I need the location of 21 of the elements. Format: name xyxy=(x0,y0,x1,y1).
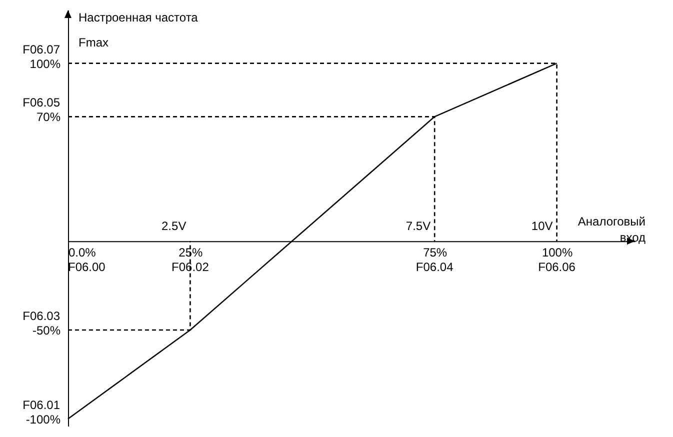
x-tick-label: 25% xyxy=(178,246,204,260)
annotation: 10V xyxy=(531,219,553,234)
annotation: F06.04 xyxy=(416,260,454,274)
y-tick-label: 100% xyxy=(30,56,61,71)
text: F06.03 xyxy=(22,309,60,323)
x-tick-label: 0.0% xyxy=(68,246,96,260)
x-tick-label: 75% xyxy=(423,246,448,260)
annotation: F06.06 xyxy=(538,260,576,274)
annotation: F06.00 xyxy=(68,260,106,274)
text: F06.07 xyxy=(22,42,60,56)
annotation: F06.02 xyxy=(172,260,210,274)
y-tick-label: 70% xyxy=(36,110,61,124)
y-axis-title: Настроенная частота xyxy=(78,10,198,24)
annotation: Fmax xyxy=(78,36,108,50)
annotation: 2.5V xyxy=(162,219,186,234)
x-tick-label: 100% xyxy=(542,246,573,260)
text: F06.01 xyxy=(22,398,60,412)
y-tick-label: -50% xyxy=(32,324,61,338)
annotation: 7.5V xyxy=(406,219,431,234)
text: F06.05 xyxy=(22,96,60,110)
y-tick-label: -100% xyxy=(26,412,61,426)
